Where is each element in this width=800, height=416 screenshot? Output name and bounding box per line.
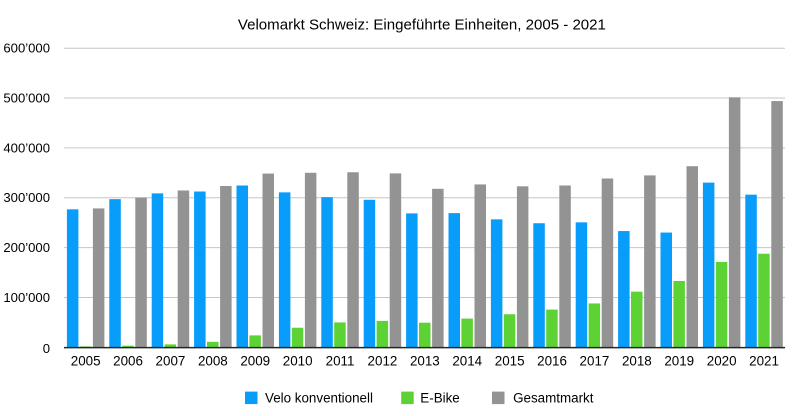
svg-text:E-Bike: E-Bike (420, 390, 459, 405)
svg-text:2014: 2014 (452, 354, 482, 369)
svg-text:300’000: 300’000 (3, 190, 50, 205)
svg-text:200’000: 200’000 (3, 240, 50, 255)
svg-text:2005: 2005 (71, 354, 101, 369)
svg-text:500’000: 500’000 (3, 90, 50, 105)
svg-text:2012: 2012 (368, 354, 398, 369)
svg-text:2021: 2021 (749, 354, 779, 369)
svg-text:100’000: 100’000 (3, 290, 50, 305)
svg-text:2015: 2015 (495, 354, 525, 369)
svg-text:2007: 2007 (156, 354, 186, 369)
svg-text:2010: 2010 (283, 354, 313, 369)
svg-text:Velomarkt Schweiz: Eingeführte: Velomarkt Schweiz: Eingeführte Einheiten… (238, 17, 606, 34)
svg-text:Velo konventionell: Velo konventionell (265, 390, 373, 405)
svg-text:400’000: 400’000 (3, 140, 50, 155)
svg-text:2016: 2016 (537, 354, 567, 369)
svg-text:2017: 2017 (580, 354, 610, 369)
svg-text:2008: 2008 (198, 354, 228, 369)
svg-text:2009: 2009 (240, 354, 270, 369)
svg-text:2019: 2019 (664, 354, 694, 369)
svg-text:2018: 2018 (622, 354, 652, 369)
svg-text:600’000: 600’000 (3, 41, 50, 56)
svg-text:Gesamtmarkt: Gesamtmarkt (513, 390, 594, 405)
svg-text:2013: 2013 (410, 354, 440, 369)
svg-text:0: 0 (43, 341, 50, 356)
svg-text:2006: 2006 (113, 354, 143, 369)
svg-text:2011: 2011 (326, 354, 355, 369)
svg-text:2020: 2020 (707, 354, 737, 369)
